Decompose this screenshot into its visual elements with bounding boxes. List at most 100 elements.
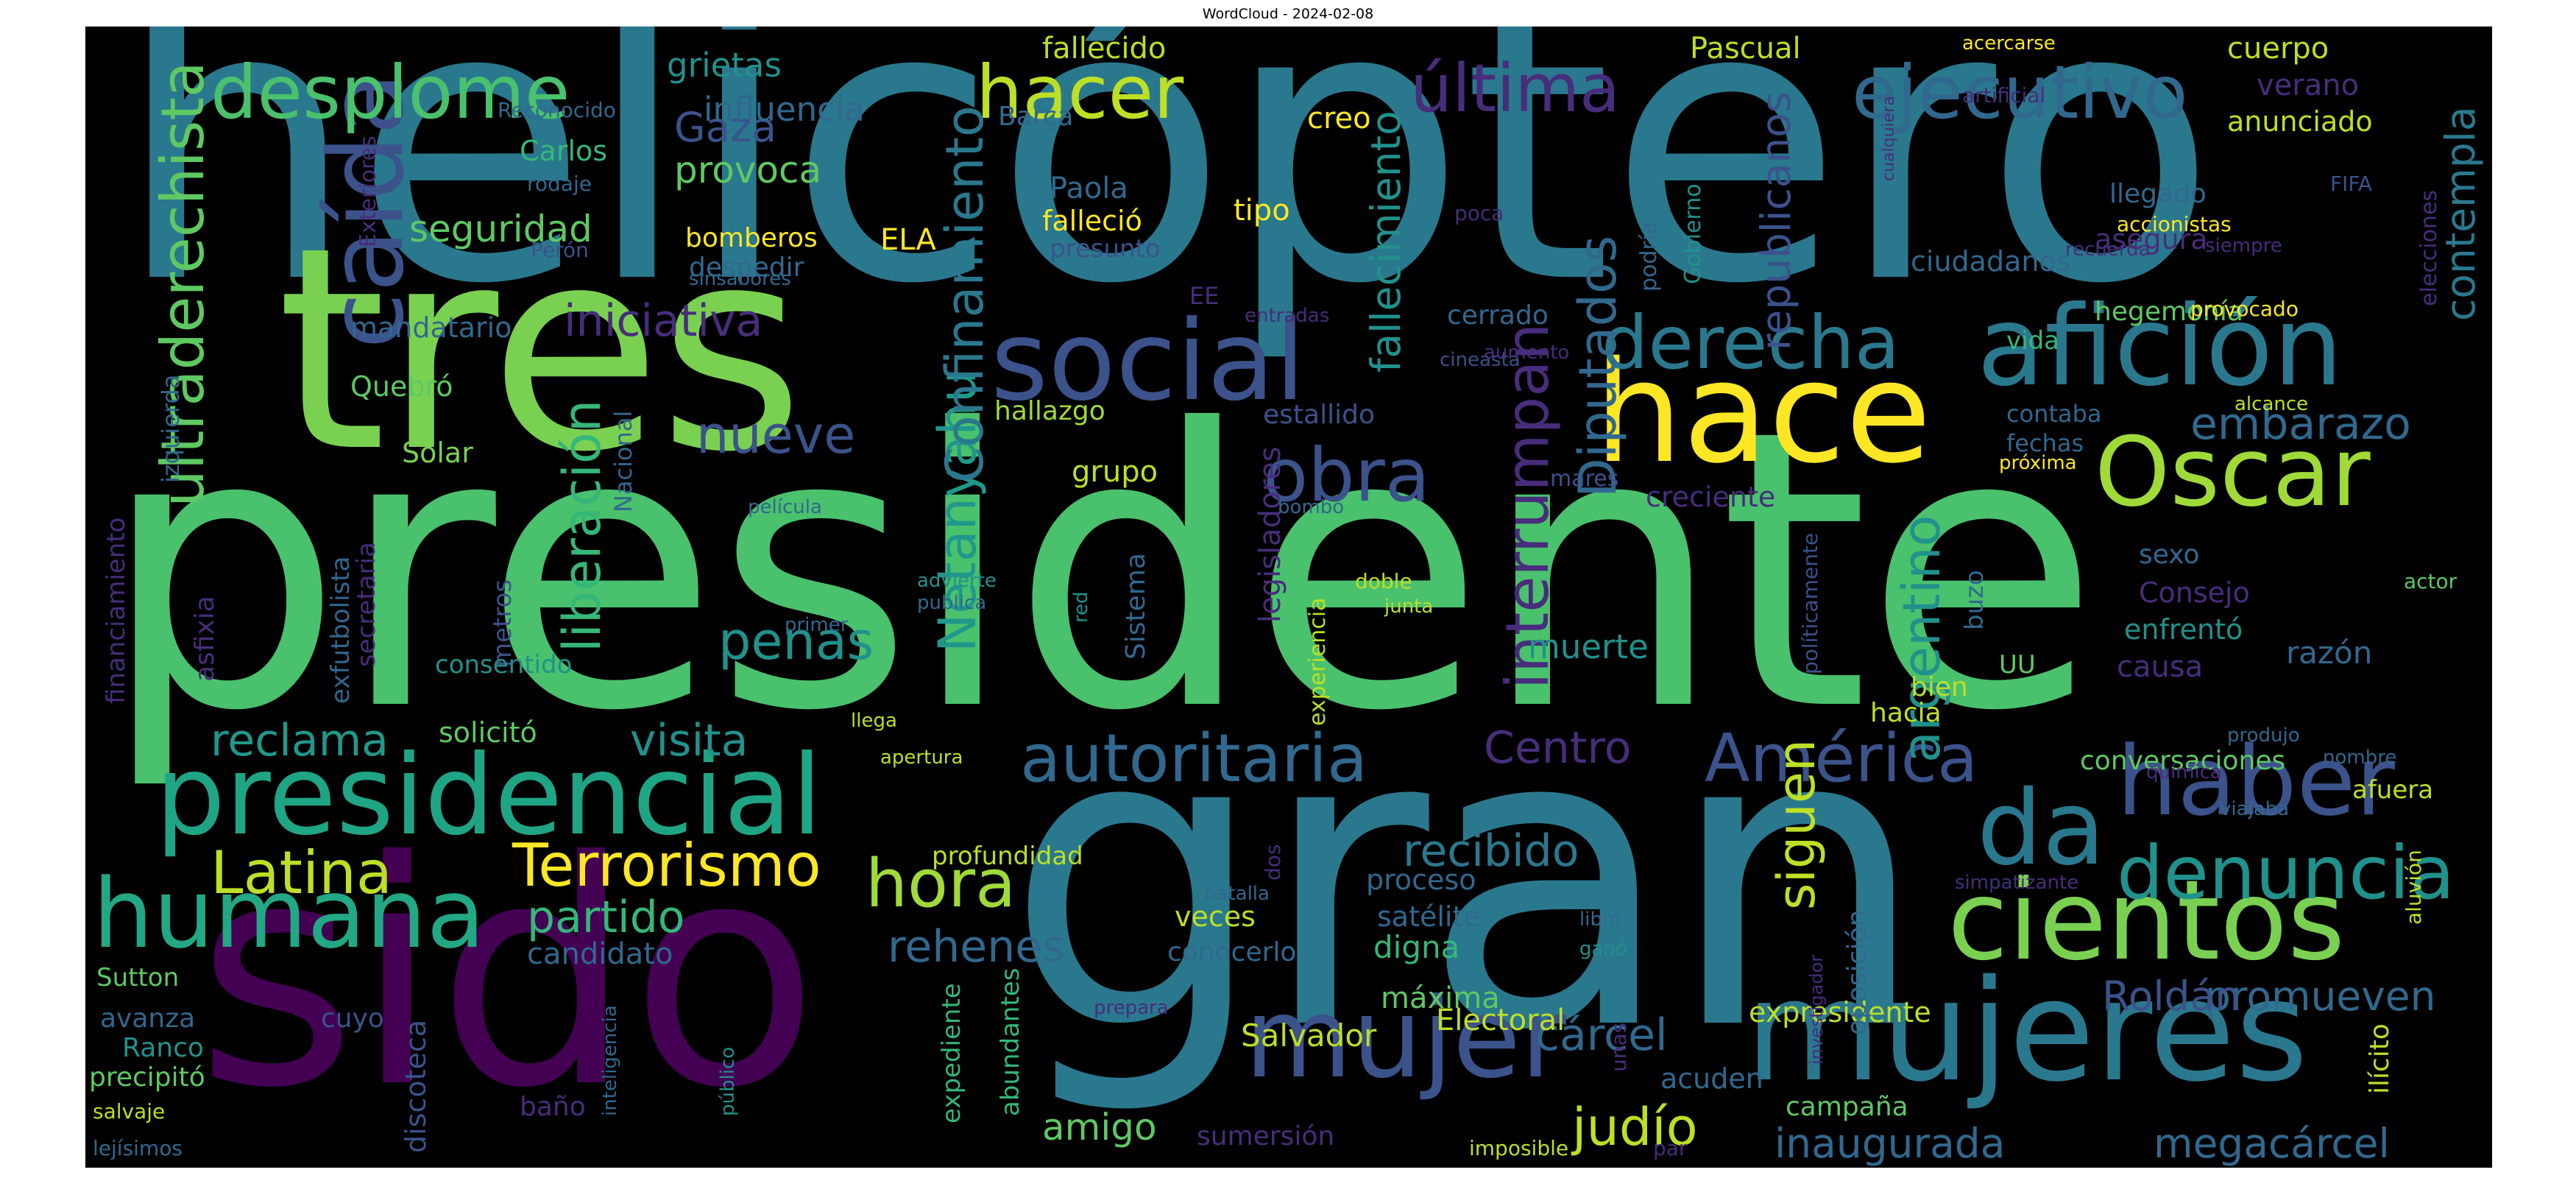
word: hacer: [976, 49, 1184, 135]
word: experiencia: [1305, 597, 1331, 726]
word: fechas: [2006, 429, 2084, 457]
word: accionistas: [2117, 212, 2232, 236]
word: precipitó: [89, 1062, 205, 1093]
word: UU: [1999, 650, 2036, 680]
word: expresidente: [1749, 996, 1931, 1029]
word: provoca: [674, 149, 822, 191]
word: batalla: [1204, 883, 1270, 905]
word: izquierda: [157, 374, 185, 483]
word: ganó: [1579, 938, 1627, 960]
word: falleció: [1042, 205, 1142, 237]
word: entradas: [1245, 305, 1330, 327]
word: apertura: [880, 747, 963, 769]
word: sinsabores: [689, 268, 791, 290]
word: discoteca: [400, 1019, 432, 1153]
word: cineasta: [1440, 349, 1521, 371]
word: iniciativa: [564, 295, 763, 347]
word: FIFA: [2330, 172, 2373, 196]
word: química: [2146, 761, 2222, 783]
word: promueven: [2205, 973, 2436, 1020]
word: Centro: [1484, 722, 1632, 774]
word: América: [1705, 720, 1978, 797]
word: doble: [1355, 569, 1412, 593]
word: par: [1653, 1136, 1688, 1160]
word: social: [991, 297, 1306, 426]
word: dos: [1261, 844, 1285, 881]
word: Sutton: [96, 963, 180, 992]
word: solicitó: [439, 716, 537, 749]
word: bombo: [1278, 496, 1345, 518]
word: próxima: [1999, 452, 2077, 474]
word: tipo: [1234, 194, 1290, 228]
word: cientos: [1947, 857, 2346, 985]
word: muerte: [1528, 627, 1649, 666]
word: tres: [277, 187, 804, 513]
word: hegemonía: [2095, 297, 2243, 327]
word: aumento: [1484, 342, 1570, 364]
word: judío: [1572, 1097, 1698, 1157]
word: imposible: [1469, 1136, 1569, 1160]
word: campaña: [1786, 1092, 1908, 1122]
word: asfixia: [190, 596, 220, 682]
word: creo: [1307, 102, 1371, 135]
word: público: [717, 1046, 739, 1116]
word: cuerpo: [2227, 32, 2329, 66]
word: advierte: [917, 570, 997, 592]
word: influencia: [704, 90, 865, 129]
word: salvaje: [93, 1099, 166, 1124]
word: provocado: [2190, 297, 2299, 321]
word: liberación: [552, 399, 612, 652]
word: siempre: [2205, 235, 2282, 257]
word: exfutbolista: [326, 556, 355, 704]
word: asegura: [2095, 223, 2208, 255]
word: ELA: [880, 223, 936, 257]
word: satélite: [1377, 900, 1481, 933]
word: Sistema: [1121, 552, 1151, 660]
word: candidato: [527, 937, 673, 971]
word: embarazo: [2190, 398, 2411, 450]
word: visita: [630, 715, 749, 766]
word: llegado: [2109, 179, 2207, 209]
word: bomberos: [685, 223, 818, 253]
word: Confinamiento: [935, 105, 995, 483]
word: avanza: [100, 1004, 196, 1034]
word: rodaje: [527, 172, 592, 196]
word: actor: [2404, 569, 2458, 593]
word: seguridad: [409, 208, 592, 250]
word: presidente: [100, 348, 2100, 794]
word: ilícito: [2365, 1023, 2395, 1094]
word: acuden: [1660, 1062, 1763, 1095]
word: estallido: [1263, 400, 1375, 430]
word: Nacional: [609, 410, 637, 512]
word: película: [748, 496, 822, 518]
word: Oscar: [2095, 416, 2371, 528]
word: simpatizante: [1955, 872, 2079, 894]
word: presidencial: [155, 732, 823, 860]
word: red: [1070, 591, 1092, 623]
word: llega: [851, 710, 897, 732]
word: publica: [917, 592, 987, 614]
word: Carlos: [520, 135, 608, 167]
word: Gobierno: [1680, 183, 1706, 284]
word: máxima: [1381, 981, 1500, 1015]
word: fallecimiento: [1362, 110, 1409, 373]
word: nueve: [696, 405, 856, 465]
word: sexo: [2139, 540, 2200, 570]
word: reclama: [210, 715, 389, 766]
word: gran: [1005, 641, 1928, 1121]
word: alcance: [2234, 393, 2309, 415]
word: enfrentó: [2124, 613, 2243, 646]
word: desplome: [210, 49, 570, 135]
chart-title: WordCloud - 2024-02-08: [1202, 6, 1374, 22]
word: produjo: [2227, 724, 2300, 747]
word: grupo: [1072, 455, 1158, 489]
word: amigo: [1042, 1106, 1157, 1149]
word: ejecutivo: [1852, 49, 2188, 135]
word: contempla: [2437, 106, 2484, 321]
word: elecciones: [2416, 189, 2442, 306]
word: baño: [520, 1092, 586, 1122]
word: penas: [718, 611, 874, 671]
word: Reconocido: [498, 98, 616, 122]
word: expediente: [937, 983, 966, 1124]
word: secretaria: [352, 542, 381, 667]
